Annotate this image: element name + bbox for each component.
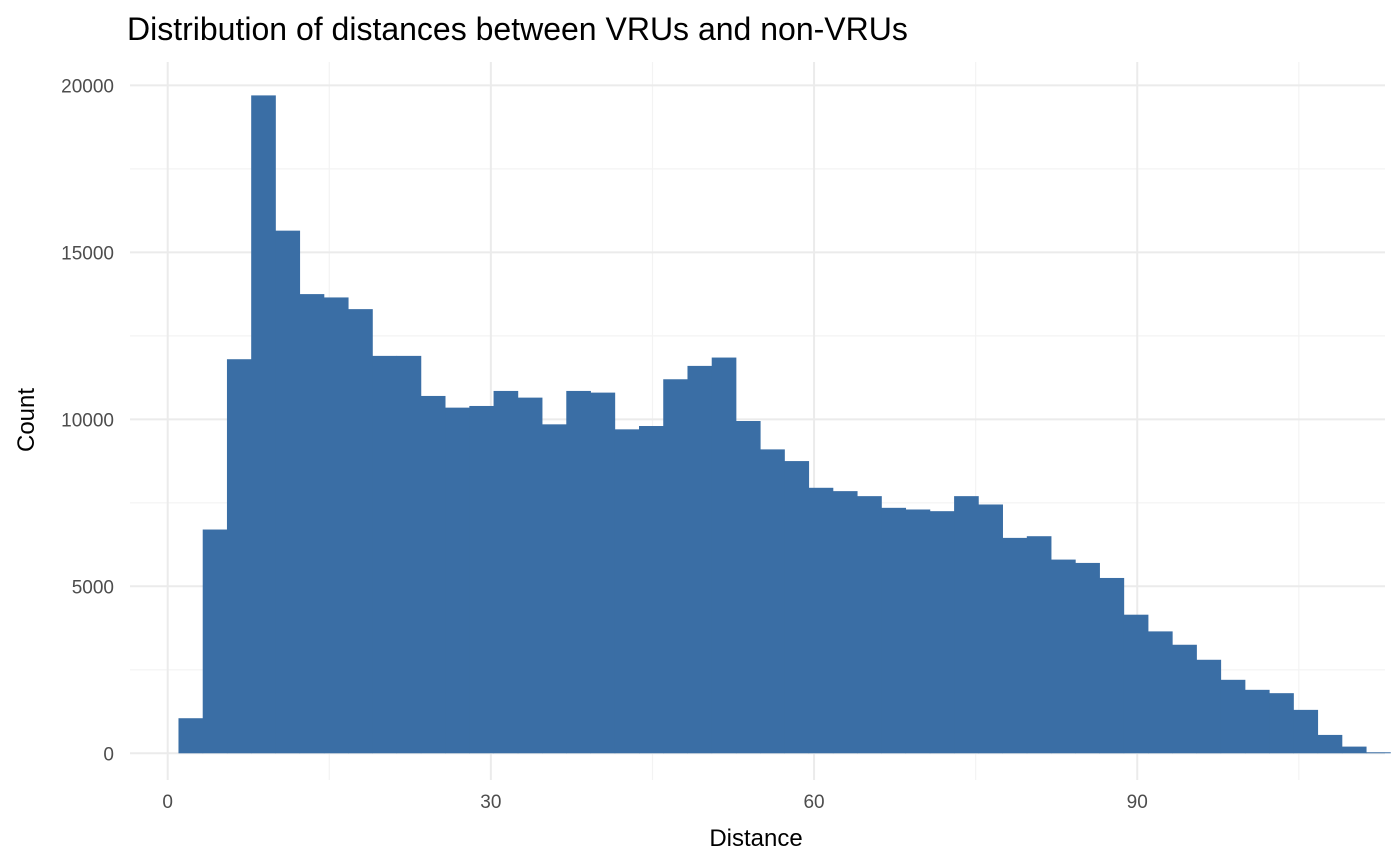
histogram-bar (469, 405, 494, 754)
histogram-bar (1172, 644, 1197, 754)
histogram-bar (566, 390, 591, 754)
axis-tick-labels: 0 30 60 90 0 5000 10000 15000 20000 (61, 76, 1148, 813)
histogram-bar (735, 421, 761, 754)
histogram-bar (323, 297, 349, 754)
x-tick-label: 60 (803, 792, 824, 813)
histogram-bar (299, 294, 325, 754)
histogram-bar (202, 529, 228, 754)
y-tick-label: 15000 (61, 243, 114, 264)
y-axis-title: Count (13, 388, 40, 452)
x-axis-title: Distance (709, 825, 802, 852)
histogram-bar (639, 426, 664, 754)
x-tick-label: 0 (162, 792, 173, 813)
histogram-bar (348, 309, 373, 754)
histogram-bar (445, 407, 470, 754)
histogram-bar (881, 507, 907, 754)
histogram-bar (1244, 689, 1270, 754)
histogram-bar (1220, 679, 1246, 754)
histogram-bar (954, 496, 979, 754)
histogram-bar (1317, 734, 1343, 754)
histogram-bar (978, 504, 1003, 754)
histogram-bar (1269, 693, 1294, 754)
histogram-bar (1366, 752, 1391, 754)
histogram-bar (687, 365, 713, 754)
histogram-bars (178, 95, 1391, 754)
histogram-bar (542, 424, 567, 754)
histogram-bar (396, 355, 422, 754)
histogram-bar (614, 429, 640, 754)
histogram-bar (517, 397, 543, 754)
histogram-bar (784, 461, 810, 754)
histogram-bar (808, 487, 834, 754)
x-tick-label: 90 (1127, 792, 1148, 813)
histogram-bar (1196, 659, 1222, 754)
histogram-bar (372, 355, 398, 754)
histogram-bar (251, 95, 276, 754)
histogram-bar (832, 491, 858, 754)
histogram-bar (929, 511, 955, 754)
histogram-bar (711, 357, 737, 754)
histogram-bar (760, 449, 785, 754)
histogram-bar (178, 718, 204, 754)
histogram-bar (493, 390, 519, 754)
histogram-bar (590, 392, 616, 754)
y-tick-label: 5000 (72, 577, 114, 598)
histogram-bar (275, 230, 301, 754)
histogram-bar (226, 359, 252, 754)
y-tick-label: 0 (103, 744, 114, 765)
histogram-bar (857, 496, 882, 754)
histogram-bar (1293, 709, 1319, 754)
histogram-bar (1075, 562, 1100, 754)
chart-title: Distribution of distances between VRUs a… (127, 11, 908, 47)
histogram-bar (905, 509, 931, 754)
histogram-bar (1051, 559, 1076, 754)
y-tick-label: 20000 (61, 76, 114, 97)
histogram-bar (1002, 537, 1028, 754)
histogram-bar (1099, 577, 1125, 754)
histogram-bar (1026, 536, 1052, 754)
x-tick-label: 30 (480, 792, 501, 813)
histogram-bar (1123, 614, 1149, 754)
y-tick-label: 10000 (61, 410, 114, 431)
histogram-bar (663, 379, 688, 754)
histogram-bar (420, 395, 446, 754)
histogram-bar (1341, 746, 1367, 754)
histogram-bar (1148, 631, 1173, 754)
